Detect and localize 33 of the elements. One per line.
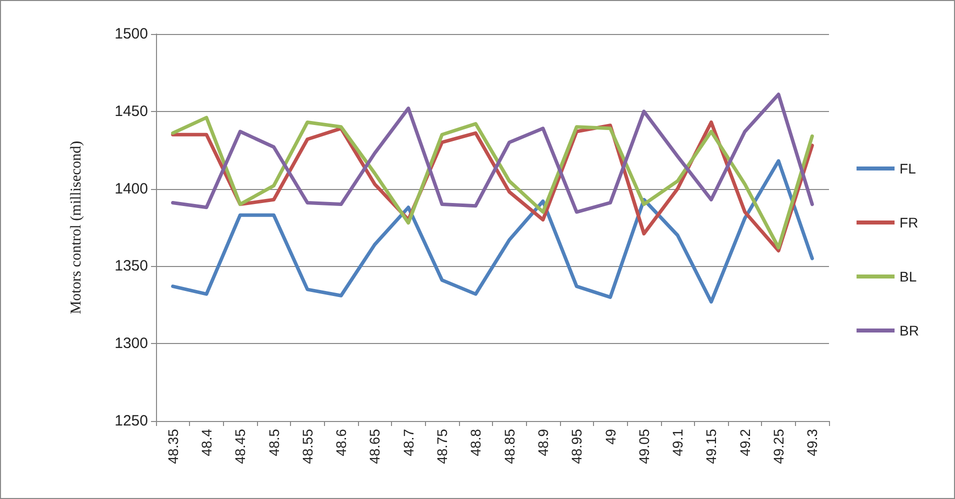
x-tick-label: 48.5	[266, 428, 282, 456]
x-tick-label: 49.05	[636, 428, 652, 464]
x-tick-label: 49.2	[736, 428, 753, 456]
x-tick-label: 49.1	[670, 428, 686, 456]
x-tick-label: 48.6	[333, 428, 350, 456]
x-tick-label: 48.85	[501, 428, 518, 464]
x-tick-label: 48.9	[534, 428, 551, 456]
y-tick-label: 1300	[114, 335, 148, 352]
x-tick-label: 48.8	[468, 428, 484, 456]
x-tick-label: 48.55	[299, 428, 316, 464]
y-axis-title: Motors control (millisecond)	[68, 140, 84, 314]
x-tick-label: 49.25	[770, 428, 787, 464]
x-tick-label: 48.65	[366, 428, 383, 464]
legend-label: FL	[900, 160, 916, 176]
x-tick-label: 48.95	[568, 428, 585, 464]
x-tick-label: 49.3	[804, 428, 820, 456]
line-series	[171, 159, 814, 304]
line-series	[171, 92, 814, 214]
x-tick-label: 48.4	[198, 428, 214, 456]
x-tick-label: 48.45	[232, 428, 248, 464]
x-tick-label: 48.7	[400, 428, 416, 456]
y-tick-label: 1450	[114, 102, 148, 120]
y-tick-label: 1500	[114, 26, 148, 42]
y-tick-label: 1250	[114, 412, 148, 430]
x-tick-label: 48.35	[164, 428, 181, 464]
legend-label: BR	[900, 322, 920, 338]
x-tick-label: 49.15	[703, 428, 720, 464]
y-tick-label: 1400	[114, 180, 148, 198]
legend-label: FR	[900, 214, 918, 230]
legend-label: BL	[900, 268, 917, 284]
x-tick-label: 48.75	[434, 428, 450, 464]
x-tick-label: 49	[602, 428, 618, 445]
y-tick-label: 1350	[114, 258, 148, 275]
